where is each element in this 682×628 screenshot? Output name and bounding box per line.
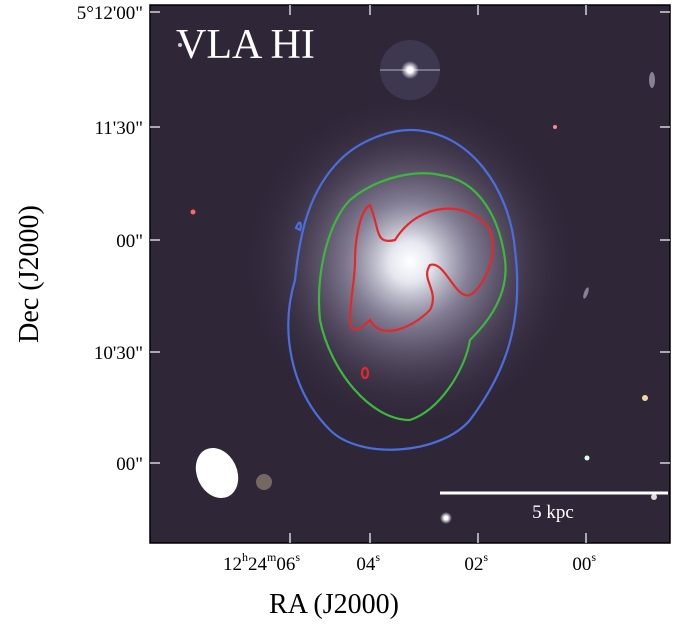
star bbox=[191, 210, 196, 215]
y-axis-label: Dec (J2000) bbox=[14, 205, 45, 343]
x-tick-part: s bbox=[375, 550, 380, 564]
title: VLA HI bbox=[176, 22, 315, 68]
x-tick-part: s bbox=[591, 550, 596, 564]
star bbox=[585, 456, 590, 461]
star bbox=[642, 395, 648, 401]
star bbox=[553, 125, 557, 129]
y-tick-label: 11'30" bbox=[95, 118, 143, 139]
star bbox=[256, 474, 272, 490]
x-tick-part: s bbox=[295, 550, 300, 564]
y-tick-label: 10'30" bbox=[94, 343, 143, 364]
x-tick-label: 02s bbox=[464, 550, 488, 575]
star bbox=[651, 494, 657, 500]
x-tick-part: 12 bbox=[223, 554, 242, 575]
galaxy-small bbox=[649, 72, 655, 88]
page: {"figure": {"title": "VLA HI", "x_label"… bbox=[0, 0, 682, 628]
x-axis-label: RA (J2000) bbox=[269, 589, 399, 620]
figure: 5 kpc VLA HI RA (J2000) Dec (J2000) 5°12… bbox=[0, 0, 682, 628]
x-tick-part: 04 bbox=[356, 554, 376, 575]
x-tick-part: 24 bbox=[248, 554, 268, 575]
x-tick-part: 00 bbox=[572, 554, 591, 575]
x-tick-part: 06 bbox=[276, 554, 295, 575]
x-tick-label: 12h24m06s bbox=[223, 550, 300, 575]
x-tick-label: 04s bbox=[356, 550, 380, 575]
y-tick-label: 00" bbox=[116, 454, 143, 475]
x-tick-label: 00s bbox=[572, 550, 596, 575]
scale-bar-label: 5 kpc bbox=[532, 502, 574, 523]
x-tick-part: s bbox=[483, 550, 488, 564]
star bbox=[440, 512, 452, 524]
y-tick-label: 00" bbox=[116, 231, 143, 252]
y-tick-label: 5°12'00" bbox=[77, 3, 143, 24]
x-tick-part: 02 bbox=[464, 554, 483, 575]
